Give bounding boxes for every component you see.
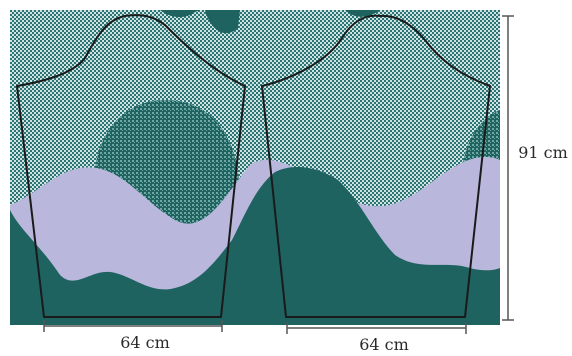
dark-teal-hills	[10, 166, 500, 325]
right-width-dimension: 64 cm	[286, 322, 467, 354]
left-sleeve-outline	[16, 14, 246, 318]
top-blob-mid	[205, 10, 240, 34]
top-blob-left	[160, 10, 200, 18]
right-width-label: 64 cm	[359, 335, 409, 354]
left-width-label: 64 cm	[120, 333, 170, 352]
height-dimension: 91 cm	[502, 15, 568, 321]
right-sleeve-outline	[261, 14, 491, 318]
height-label: 91 cm	[518, 143, 568, 162]
left-width-dimension: 64 cm	[43, 320, 223, 352]
fabric-print	[10, 10, 500, 325]
top-blob-right	[345, 10, 380, 17]
